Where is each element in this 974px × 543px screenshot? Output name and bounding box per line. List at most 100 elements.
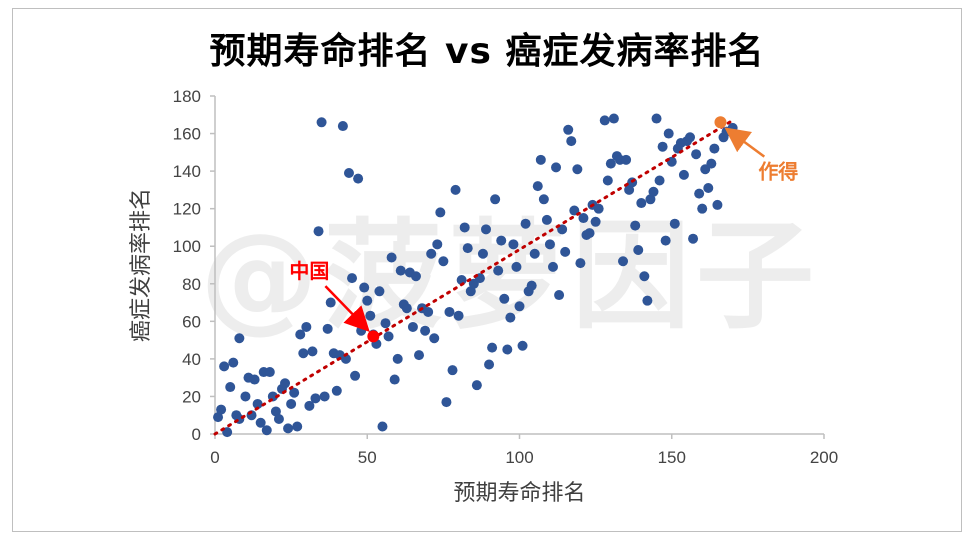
data-point <box>343 167 354 178</box>
data-point <box>487 342 498 353</box>
data-point <box>423 306 434 317</box>
data-point <box>280 378 291 389</box>
data-point <box>374 286 385 297</box>
data-point <box>377 421 388 432</box>
data-point <box>608 113 619 124</box>
data-point <box>216 404 227 415</box>
zuode-point <box>714 116 727 129</box>
data-point <box>316 117 327 128</box>
data-point <box>694 188 705 199</box>
data-point <box>283 423 294 434</box>
data-point <box>249 374 260 385</box>
y-tick-label: 80 <box>182 275 201 294</box>
data-point <box>441 397 452 408</box>
data-point <box>401 303 412 314</box>
data-point <box>459 222 470 233</box>
data-point <box>319 391 330 402</box>
data-point <box>566 136 577 147</box>
data-point <box>350 370 361 381</box>
x-tick-label: 200 <box>810 448 838 467</box>
y-tick-label: 40 <box>182 350 201 369</box>
data-point <box>712 199 723 210</box>
data-point <box>310 393 321 404</box>
data-point <box>450 184 461 195</box>
data-point <box>563 124 574 135</box>
data-point <box>703 183 714 194</box>
y-tick-label: 20 <box>182 387 201 406</box>
y-axis-label: 癌症发病率排名 <box>129 188 154 342</box>
data-point <box>517 340 528 351</box>
data-point <box>444 306 455 317</box>
data-point <box>432 239 443 250</box>
data-point <box>322 323 333 334</box>
data-point <box>651 113 662 124</box>
data-point <box>292 421 303 432</box>
data-point <box>234 333 245 344</box>
data-point <box>602 175 613 186</box>
data-point <box>261 425 272 436</box>
data-point <box>410 271 421 282</box>
data-point <box>688 233 699 244</box>
trendline <box>213 118 735 436</box>
data-point <box>490 194 501 205</box>
data-point <box>289 387 300 398</box>
data-point <box>709 143 720 154</box>
data-point <box>511 261 522 272</box>
data-point <box>273 413 284 424</box>
data-point <box>502 344 513 355</box>
data-point <box>481 224 492 235</box>
china-point <box>367 330 380 343</box>
data-point <box>633 244 644 255</box>
data-point <box>505 312 516 323</box>
data-point <box>654 175 665 186</box>
data-point <box>544 239 555 250</box>
data-point <box>636 198 647 209</box>
data-point <box>678 169 689 180</box>
data-point <box>706 158 717 169</box>
data-point <box>590 216 601 227</box>
data-point <box>465 286 476 297</box>
data-point <box>331 385 342 396</box>
zuode-arrow <box>724 127 766 158</box>
data-point <box>499 293 510 304</box>
data-point <box>663 128 674 139</box>
data-point <box>477 248 488 259</box>
data-point <box>575 258 586 269</box>
data-point <box>252 398 263 409</box>
data-point <box>386 252 397 263</box>
data-point <box>547 261 558 272</box>
data-point <box>526 280 537 291</box>
x-tick-label: 0 <box>210 448 219 467</box>
data-point <box>520 218 531 229</box>
data-point <box>453 310 464 321</box>
data-point <box>407 321 418 332</box>
y-tick-label: 160 <box>173 125 201 144</box>
data-point <box>286 398 297 409</box>
data-point <box>240 391 251 402</box>
data-point <box>225 382 236 393</box>
data-point <box>362 295 373 306</box>
data-point <box>642 295 653 306</box>
data-point <box>340 353 351 364</box>
data-point <box>447 365 458 376</box>
chart-frame <box>12 8 962 532</box>
data-point <box>621 154 632 165</box>
data-point <box>228 357 239 368</box>
china-arrow <box>324 285 370 332</box>
data-point <box>624 184 635 195</box>
data-point <box>535 154 546 165</box>
data-point <box>380 318 391 329</box>
data-point <box>337 121 348 132</box>
data-point <box>383 331 394 342</box>
data-point <box>560 246 571 257</box>
data-point <box>541 214 552 225</box>
data-point <box>697 203 708 214</box>
data-point <box>578 213 589 224</box>
data-point <box>584 228 595 239</box>
data-point <box>359 282 370 293</box>
data-point <box>529 248 540 259</box>
data-point <box>426 248 437 259</box>
x-tick-label: 100 <box>505 448 533 467</box>
x-tick-label: 150 <box>658 448 686 467</box>
